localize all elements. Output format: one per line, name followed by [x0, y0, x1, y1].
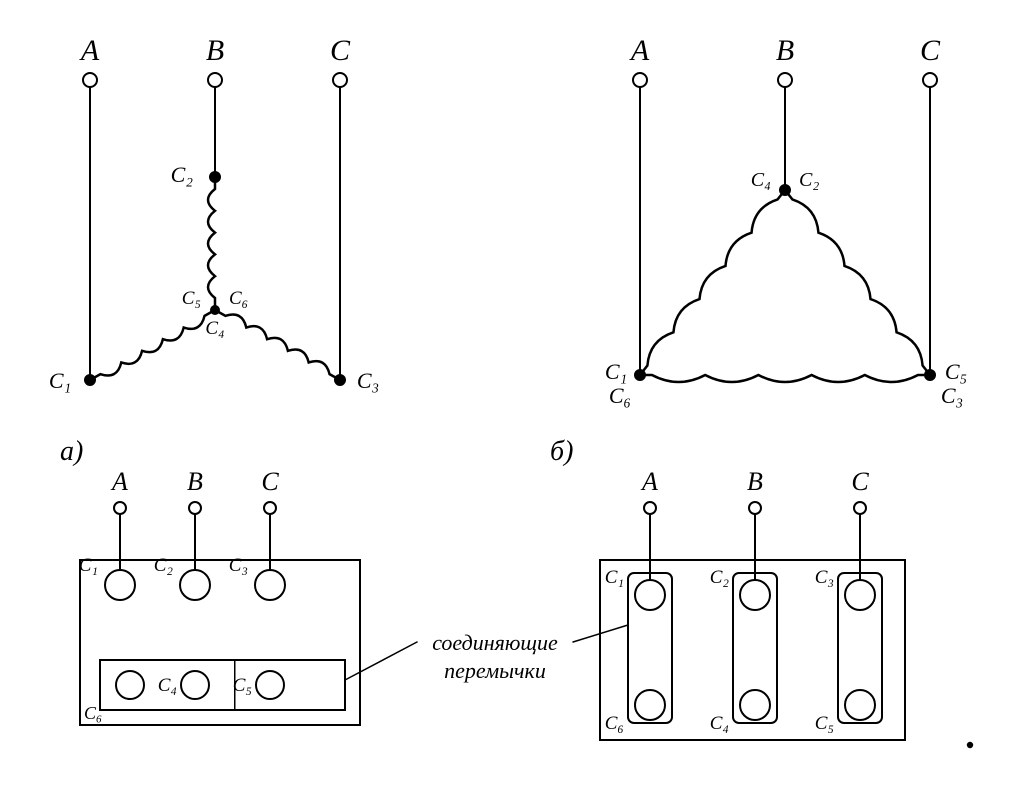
phase-label-A: A: [79, 34, 100, 67]
node-c6: C₆: [229, 288, 248, 309]
box-b-C4: C₄: [710, 713, 729, 734]
box-a-C3: C₃: [229, 555, 248, 576]
phase-label-C: C: [330, 34, 351, 67]
annot-line2: перемычки: [444, 658, 546, 683]
box-a-phase-A: A: [110, 467, 128, 496]
node-c3: C₃: [357, 368, 379, 393]
node-c5: C₅: [182, 288, 201, 309]
phase-label-C-b: C: [920, 34, 941, 67]
box-b-C2: C₂: [710, 567, 730, 588]
node-c4-b: C₄: [751, 169, 771, 191]
node-c1-b: C₁: [605, 359, 627, 384]
phase-label-A-b: A: [629, 34, 650, 67]
node-c4: C₄: [205, 318, 224, 339]
caption-a: a): [60, 436, 83, 467]
caption-b: б): [550, 436, 573, 467]
box-b-C1: C₁: [605, 567, 624, 588]
box-a-C1: C₁: [79, 555, 98, 576]
node-c5-b: C₅: [945, 359, 967, 384]
node-c3-b: C₃: [941, 383, 963, 408]
box-a-C5: C₅: [233, 675, 252, 696]
box-a-C2: C₂: [154, 555, 174, 576]
node-c6-b: C₆: [609, 383, 631, 408]
node-c2: C₂: [171, 162, 194, 187]
node-c2-b: C₂: [799, 169, 819, 191]
phase-label-B: B: [206, 34, 224, 67]
annot-line1: соединяющие: [432, 630, 558, 655]
box-a-phase-B: B: [187, 467, 203, 496]
box-b-phase-B: B: [747, 467, 763, 496]
box-a-phase-C: C: [261, 467, 279, 496]
box-a-C4: C₄: [158, 675, 177, 696]
box-b-C3: C₃: [815, 567, 834, 588]
box-b-C6: C₆: [605, 713, 624, 734]
phase-label-B-b: B: [776, 34, 794, 67]
box-b-phase-C: C: [851, 467, 869, 496]
box-b-phase-A: A: [640, 467, 658, 496]
box-a-C6: C₆: [84, 703, 102, 723]
node-c1: C₁: [49, 368, 71, 393]
box-b-C5: C₅: [815, 713, 834, 734]
